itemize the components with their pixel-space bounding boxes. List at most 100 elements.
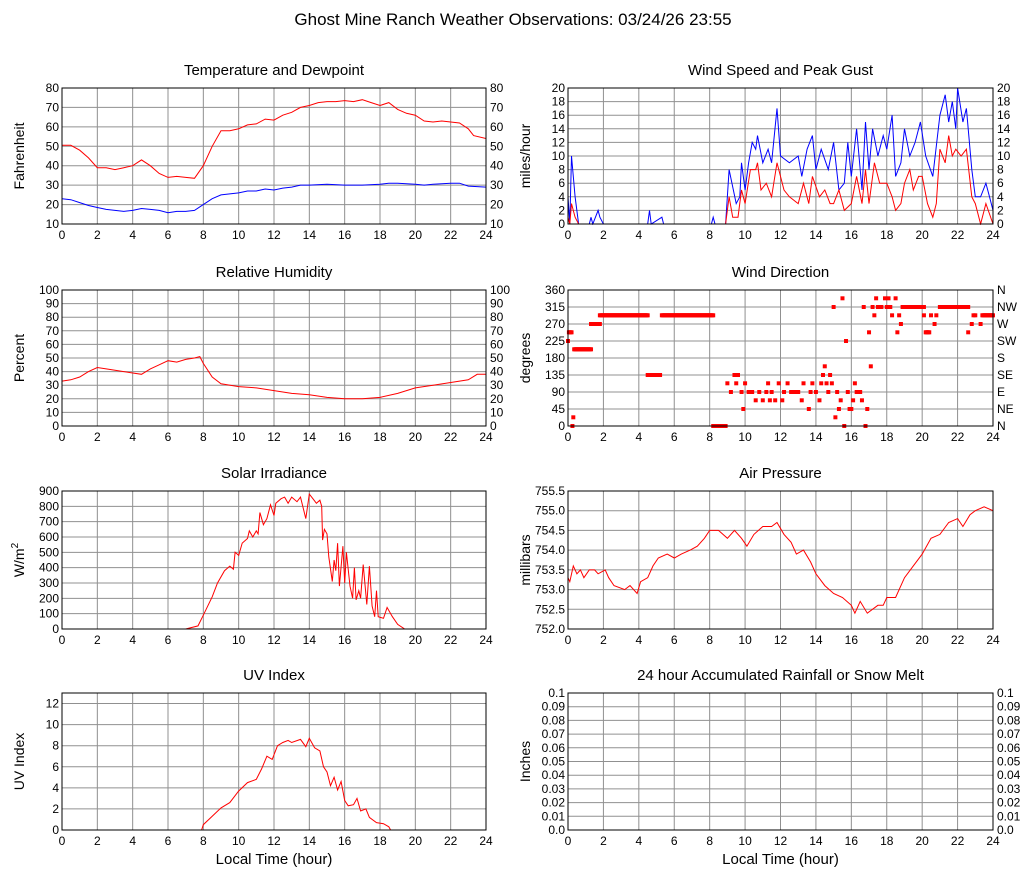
y-tick-label-right: E <box>997 385 1005 399</box>
y-tick-label: 400 <box>39 561 59 575</box>
x-tick-label: 16 <box>845 430 859 444</box>
x-tick-label: 12 <box>267 430 281 444</box>
data-point <box>858 390 863 394</box>
data-point <box>828 373 833 377</box>
x-tick-label: 16 <box>338 633 352 647</box>
y-tick-label: 20 <box>552 81 566 95</box>
y-tick-label-right: 20 <box>490 198 504 212</box>
y-tick-label: 4 <box>52 781 59 795</box>
y-tick-label: 0.07 <box>542 727 566 741</box>
y-tick-label-right: 0 <box>997 217 1004 231</box>
y-tick-label: 0.01 <box>542 809 566 823</box>
y-tick-label: 225 <box>545 334 565 348</box>
x-tick-label: 12 <box>267 228 281 242</box>
x-tick-label: 14 <box>303 633 317 647</box>
y-tick-label: 100 <box>39 607 59 621</box>
y-tick-label: 10 <box>46 718 60 732</box>
y-axis-label-text: W/m <box>11 548 27 577</box>
x-tick-label: 24 <box>986 633 1000 647</box>
data-point <box>867 330 872 335</box>
x-tick-label: 24 <box>479 834 493 848</box>
y-axis-label-text: millibars <box>517 534 533 585</box>
x-tick-label: 10 <box>232 834 246 848</box>
y-tick-label-right: 30 <box>490 178 504 192</box>
data-point <box>973 313 978 318</box>
y-tick-label: 360 <box>545 283 565 297</box>
y-tick-label: 0.04 <box>542 768 566 782</box>
x-tick-label: 14 <box>809 834 823 848</box>
x-tick-label: 2 <box>94 430 101 444</box>
y-axis-label-text: degrees <box>517 333 533 384</box>
y-tick-label-right: 40 <box>490 159 504 173</box>
y-tick-label: 45 <box>552 402 566 416</box>
data-point <box>870 305 875 309</box>
y-tick-label: 0.03 <box>542 782 566 796</box>
data-point <box>739 390 744 394</box>
data-point <box>829 381 834 386</box>
data-point <box>824 381 829 386</box>
y-tick-label-right: 10 <box>490 217 504 231</box>
x-tick-label: 10 <box>232 430 246 444</box>
data-point <box>764 390 769 394</box>
data-point <box>838 398 843 403</box>
data-point <box>844 339 849 343</box>
x-tick-label: 14 <box>809 228 823 242</box>
y-axis-label-text: Fahrenheit <box>11 122 27 189</box>
x-tick-label: 22 <box>444 834 458 848</box>
y-tick-label-right: 4 <box>997 190 1004 204</box>
y-tick-label: 755.5 <box>535 484 565 498</box>
x-tick-label: 16 <box>845 834 859 848</box>
y-tick-label-right: 70 <box>490 100 504 114</box>
data-point <box>789 390 794 394</box>
data-point <box>852 381 857 386</box>
x-tick-label: 18 <box>880 834 894 848</box>
x-tick-label: 14 <box>303 834 317 848</box>
x-tick-label: 20 <box>409 228 423 242</box>
x-tick-label: 20 <box>409 430 423 444</box>
plot-frame <box>61 87 487 225</box>
x-tick-label: 14 <box>303 228 317 242</box>
x-tick-label: 0 <box>59 633 66 647</box>
data-point <box>900 305 905 309</box>
data-point <box>831 305 836 309</box>
x-tick-label: 18 <box>373 430 387 444</box>
plot-frame <box>567 692 994 831</box>
y-tick-label: 30 <box>46 378 60 392</box>
y-tick-label: 18 <box>552 95 566 109</box>
y-tick-label: 6 <box>558 176 565 190</box>
x-tick-label: 16 <box>845 633 859 647</box>
y-tick-label: 700 <box>39 515 59 529</box>
data-point <box>879 305 884 309</box>
data-point <box>886 296 891 301</box>
x-tick-label: 0 <box>59 430 66 444</box>
y-tick-label: 200 <box>39 591 59 605</box>
x-tick-label: 6 <box>165 228 172 242</box>
data-point <box>766 381 771 386</box>
data-point <box>769 390 774 394</box>
data-point <box>966 330 971 335</box>
x-tick-label: 6 <box>671 228 678 242</box>
y-tick-label-right: 6 <box>997 176 1004 190</box>
y-tick-label: 752.0 <box>535 622 565 636</box>
data-point <box>785 381 790 386</box>
x-tick-label: 8 <box>706 228 713 242</box>
data-point <box>851 398 856 403</box>
series-line-relative-humidity <box>62 356 486 400</box>
y-tick-label-right: SE <box>997 368 1013 382</box>
y-tick-label-right: 0.1 <box>997 686 1014 700</box>
x-tick-label: 18 <box>373 228 387 242</box>
data-point <box>571 415 576 420</box>
data-point <box>872 313 877 318</box>
x-tick-label: 24 <box>986 228 1000 242</box>
y-axis-label: Inches <box>517 741 533 782</box>
x-tick-label: 16 <box>338 834 352 848</box>
y-tick-label: 20 <box>46 392 60 406</box>
x-tick-label: 18 <box>373 633 387 647</box>
chart-title: 24 hour Accumulated Rainfall or Snow Mel… <box>637 667 925 684</box>
y-tick-label-right: 50 <box>490 351 504 365</box>
x-tick-label: 4 <box>635 430 642 444</box>
chart-title: Air Pressure <box>739 465 822 482</box>
y-tick-label-right: 30 <box>490 378 504 392</box>
